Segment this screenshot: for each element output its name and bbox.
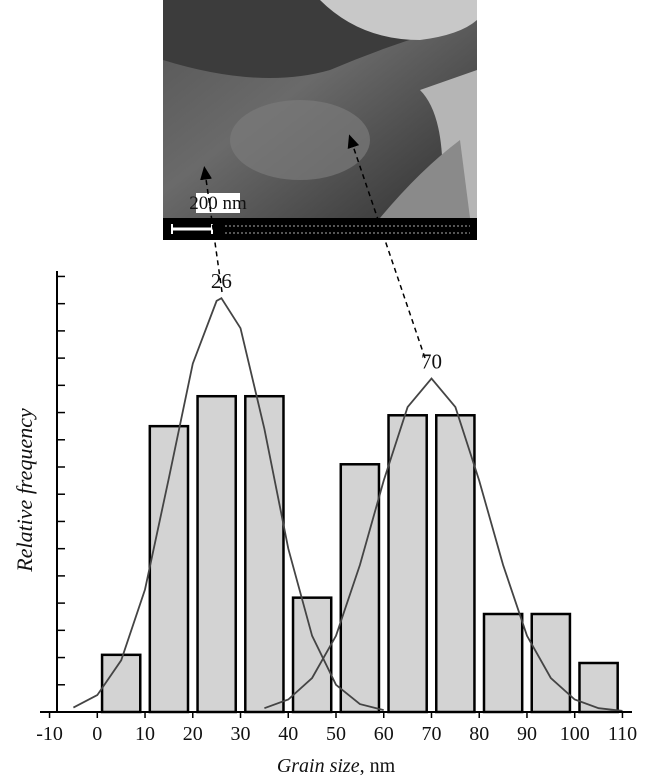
peak-label: 70	[421, 350, 442, 374]
bar	[148, 424, 190, 714]
image-scale-label: 200 nm	[189, 193, 247, 214]
bar	[387, 414, 428, 714]
x-tick-label: 60	[374, 723, 394, 745]
x-tick-label: 100	[560, 723, 590, 745]
bar	[196, 394, 237, 714]
x-tick-label: 80	[469, 723, 489, 745]
y-axis-title: Relative frequency	[12, 408, 37, 573]
sem-image: 200 nm	[163, 0, 477, 240]
bar	[339, 463, 381, 714]
bar	[435, 414, 476, 714]
bar	[244, 394, 285, 714]
bar	[100, 653, 142, 714]
bar	[530, 612, 572, 714]
x-tick-label: 50	[326, 723, 346, 745]
x-axis-name: Grain size	[277, 755, 360, 777]
x-tick-label: 10	[135, 723, 155, 745]
x-tick-label: 30	[231, 723, 251, 745]
bar	[482, 612, 524, 714]
pointer-arrow	[347, 134, 426, 359]
x-axis-unit: , nm	[360, 755, 396, 777]
x-tick-label: 40	[278, 723, 298, 745]
fit-curve	[264, 377, 623, 712]
fit-curve	[72, 296, 384, 711]
pointer-arrow	[200, 166, 223, 293]
x-tick-label: 20	[183, 723, 203, 745]
x-tick-label: 90	[517, 723, 537, 745]
peak-label: 26	[211, 269, 232, 293]
x-tick-label: 70	[421, 723, 441, 745]
x-tick-label: 110	[608, 723, 637, 745]
x-tick-label: -10	[36, 723, 63, 745]
x-tick-label: 0	[92, 723, 102, 745]
bar	[578, 661, 619, 714]
x-axis-title: Grain size, nm	[277, 755, 396, 777]
